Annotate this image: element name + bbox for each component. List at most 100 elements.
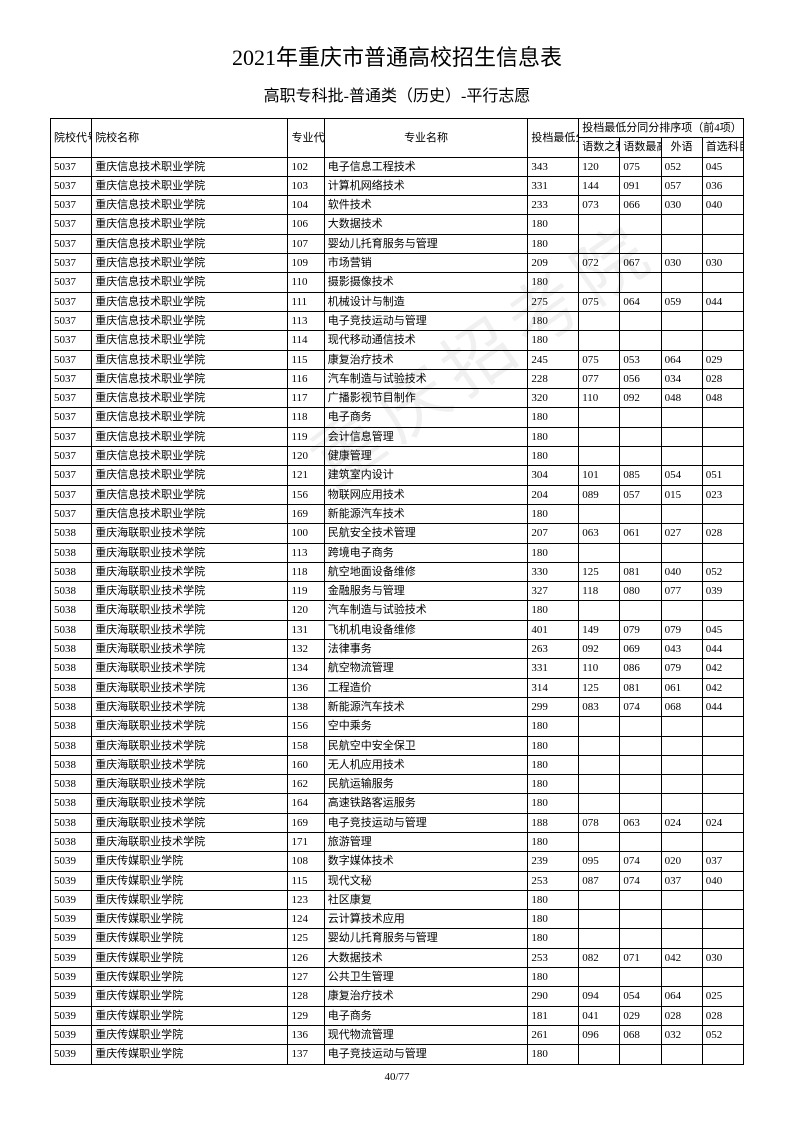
cell-school-name: 重庆传媒职业学院 [92, 929, 288, 948]
cell-major-name: 飞机机电设备维修 [324, 620, 528, 639]
cell-s4: 028 [702, 369, 743, 388]
cell-school-code: 5037 [51, 176, 92, 195]
cell-s1 [579, 929, 620, 948]
table-row: 5038重庆海联职业技术学院113跨境电子商务180 [51, 543, 744, 562]
cell-s2 [620, 832, 661, 851]
cell-major-code: 158 [288, 736, 324, 755]
cell-s3 [661, 331, 702, 350]
cell-s3 [661, 890, 702, 909]
cell-school-code: 5037 [51, 466, 92, 485]
cell-s4 [702, 234, 743, 253]
cell-school-name: 重庆海联职业技术学院 [92, 640, 288, 659]
cell-major-code: 120 [288, 601, 324, 620]
cell-school-name: 重庆信息技术职业学院 [92, 350, 288, 369]
table-row: 5037重庆信息技术职业学院120健康管理180 [51, 447, 744, 466]
cell-s3: 064 [661, 350, 702, 369]
cell-s1: 094 [579, 987, 620, 1006]
cell-major-name: 现代物流管理 [324, 1025, 528, 1044]
cell-s1: 095 [579, 852, 620, 871]
cell-major-name: 物联网应用技术 [324, 485, 528, 504]
cell-s4: 052 [702, 1025, 743, 1044]
cell-major-name: 康复治疗技术 [324, 987, 528, 1006]
cell-min-score: 180 [528, 273, 579, 292]
cell-school-name: 重庆传媒职业学院 [92, 948, 288, 967]
cell-s3 [661, 736, 702, 755]
cell-s4 [702, 601, 743, 620]
cell-school-code: 5038 [51, 736, 92, 755]
cell-school-code: 5039 [51, 890, 92, 909]
cell-s4 [702, 311, 743, 330]
cell-major-code: 115 [288, 871, 324, 890]
table-row: 5038重庆海联职业技术学院136工程造价314125081061042 [51, 678, 744, 697]
cell-s1 [579, 408, 620, 427]
cell-s4 [702, 543, 743, 562]
cell-major-code: 114 [288, 331, 324, 350]
cell-min-score: 228 [528, 369, 579, 388]
cell-s3: 054 [661, 466, 702, 485]
cell-s3: 079 [661, 659, 702, 678]
cell-s3: 059 [661, 292, 702, 311]
cell-s4 [702, 794, 743, 813]
cell-school-name: 重庆海联职业技术学院 [92, 678, 288, 697]
cell-s3: 032 [661, 1025, 702, 1044]
cell-s3: 048 [661, 389, 702, 408]
cell-s2 [620, 794, 661, 813]
cell-school-name: 重庆信息技术职业学院 [92, 196, 288, 215]
cell-s3: 030 [661, 254, 702, 273]
cell-min-score: 320 [528, 389, 579, 408]
cell-min-score: 233 [528, 196, 579, 215]
cell-school-name: 重庆信息技术职业学院 [92, 273, 288, 292]
cell-major-name: 广播影视节目制作 [324, 389, 528, 408]
cell-s1 [579, 504, 620, 523]
cell-min-score: 239 [528, 852, 579, 871]
cell-s2 [620, 331, 661, 350]
cell-s1 [579, 775, 620, 794]
cell-s3 [661, 311, 702, 330]
cell-s1 [579, 215, 620, 234]
cell-s4: 044 [702, 640, 743, 659]
cell-s2: 053 [620, 350, 661, 369]
cell-s1 [579, 890, 620, 909]
cell-s3: 077 [661, 582, 702, 601]
cell-school-name: 重庆海联职业技术学院 [92, 562, 288, 581]
cell-school-code: 5038 [51, 678, 92, 697]
cell-s4: 037 [702, 852, 743, 871]
cell-s1: 101 [579, 466, 620, 485]
cell-school-name: 重庆海联职业技术学院 [92, 813, 288, 832]
cell-min-score: 181 [528, 1006, 579, 1025]
table-row: 5037重庆信息技术职业学院109市场营销209072067030030 [51, 254, 744, 273]
cell-major-code: 124 [288, 910, 324, 929]
cell-school-code: 5038 [51, 659, 92, 678]
table-row: 5037重庆信息技术职业学院111机械设计与制造275075064059044 [51, 292, 744, 311]
cell-s1 [579, 910, 620, 929]
cell-school-code: 5037 [51, 254, 92, 273]
th-min-score: 投档最低分 [528, 119, 579, 158]
table-row: 5039重庆传媒职业学院127公共卫生管理180 [51, 968, 744, 987]
cell-s3 [661, 775, 702, 794]
cell-school-code: 5037 [51, 350, 92, 369]
cell-min-score: 261 [528, 1025, 579, 1044]
cell-major-code: 110 [288, 273, 324, 292]
cell-s2: 079 [620, 620, 661, 639]
cell-school-name: 重庆海联职业技术学院 [92, 601, 288, 620]
cell-major-name: 民航运输服务 [324, 775, 528, 794]
cell-s4: 040 [702, 871, 743, 890]
table-row: 5038重庆海联职业技术学院171旅游管理180 [51, 832, 744, 851]
cell-s3 [661, 717, 702, 736]
cell-school-name: 重庆信息技术职业学院 [92, 311, 288, 330]
cell-major-code: 104 [288, 196, 324, 215]
cell-s4 [702, 1045, 743, 1064]
cell-min-score: 180 [528, 910, 579, 929]
table-row: 5037重庆信息技术职业学院113电子竞技运动与管理180 [51, 311, 744, 330]
cell-min-score: 253 [528, 948, 579, 967]
cell-s1 [579, 234, 620, 253]
cell-s2 [620, 755, 661, 774]
table-row: 5038重庆海联职业技术学院138新能源汽车技术299083074068044 [51, 697, 744, 716]
cell-school-name: 重庆信息技术职业学院 [92, 504, 288, 523]
cell-major-code: 117 [288, 389, 324, 408]
cell-school-name: 重庆传媒职业学院 [92, 1025, 288, 1044]
cell-s4: 045 [702, 620, 743, 639]
cell-major-code: 113 [288, 543, 324, 562]
cell-s2 [620, 929, 661, 948]
cell-min-score: 343 [528, 157, 579, 176]
